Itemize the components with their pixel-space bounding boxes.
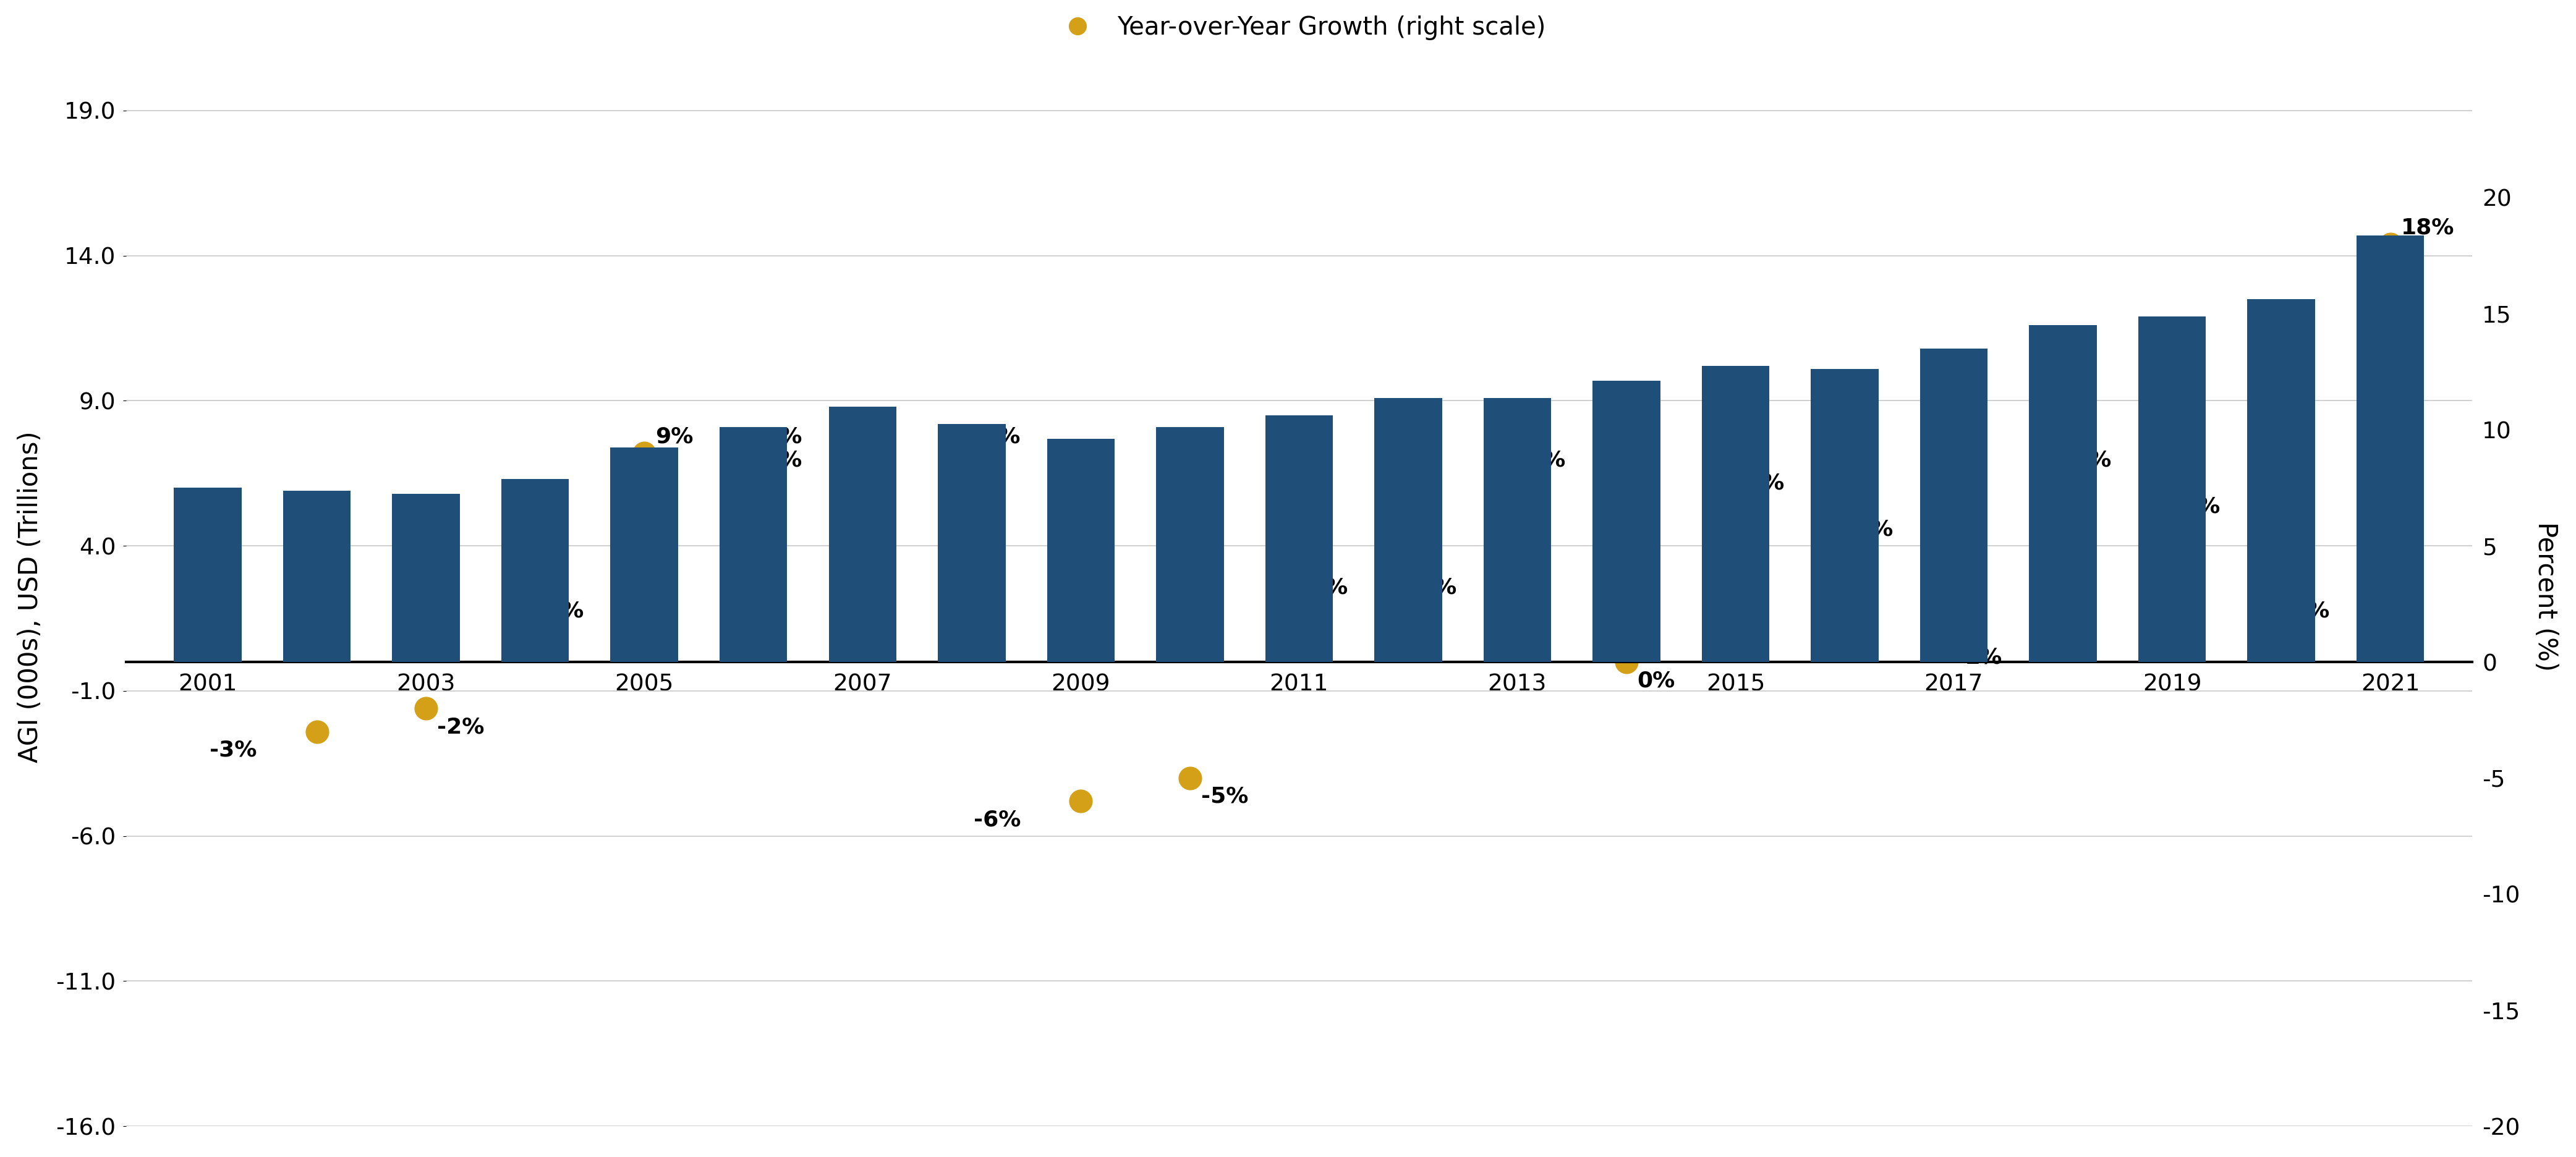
- Point: [2262, 583, 2303, 602]
- Bar: [2030, 325, 2097, 662]
- Point: [732, 444, 773, 463]
- Bar: [502, 479, 569, 662]
- Bar: [1157, 427, 1224, 662]
- Bar: [1703, 366, 1770, 662]
- Text: 6%: 6%: [2182, 496, 2221, 517]
- Point: [2043, 467, 2084, 486]
- Text: 8%: 8%: [765, 449, 804, 471]
- Point: [2370, 235, 2411, 253]
- Bar: [611, 448, 677, 662]
- Bar: [1592, 381, 1662, 662]
- Text: 9%: 9%: [654, 426, 693, 448]
- Point: [296, 722, 337, 740]
- Bar: [938, 423, 1005, 662]
- Bar: [1046, 439, 1115, 662]
- Text: -3%: -3%: [209, 739, 258, 760]
- Text: 3%: 3%: [546, 600, 585, 621]
- Text: -2%: -2%: [438, 716, 484, 737]
- Text: 3%: 3%: [2293, 600, 2329, 621]
- Point: [623, 444, 665, 463]
- Bar: [1484, 398, 1551, 662]
- Point: [2151, 514, 2192, 532]
- Point: [1932, 629, 1973, 648]
- Point: [1497, 467, 1538, 486]
- Bar: [392, 494, 461, 662]
- Bar: [175, 488, 242, 662]
- Text: 9%: 9%: [981, 426, 1020, 448]
- Bar: [283, 491, 350, 662]
- Point: [1388, 560, 1430, 578]
- Text: 4%: 4%: [1311, 577, 1347, 598]
- Legend: Year-over-Year Growth (right scale): Year-over-Year Growth (right scale): [1043, 6, 1556, 50]
- Bar: [1265, 415, 1332, 662]
- Text: 8%: 8%: [1528, 449, 1566, 471]
- Point: [515, 583, 556, 602]
- Point: [1605, 653, 1646, 671]
- Point: [1716, 491, 1757, 509]
- Text: 18%: 18%: [2401, 218, 2455, 238]
- Point: [1824, 537, 1865, 555]
- Point: [951, 444, 992, 463]
- Bar: [719, 427, 788, 662]
- Bar: [1811, 369, 1878, 662]
- Y-axis label: AGI (000s), USD (Trillions): AGI (000s), USD (Trillions): [18, 430, 44, 762]
- Bar: [1919, 348, 1989, 662]
- Text: 5%: 5%: [1855, 519, 1893, 540]
- Y-axis label: Percent (%): Percent (%): [2532, 522, 2558, 671]
- Point: [1278, 560, 1319, 578]
- Text: -6%: -6%: [974, 809, 1020, 831]
- Text: 9%: 9%: [765, 426, 801, 448]
- Point: [1170, 768, 1211, 787]
- Text: 8%: 8%: [2074, 449, 2112, 471]
- Text: -5%: -5%: [1200, 786, 1247, 808]
- Text: 1%: 1%: [1965, 647, 2002, 668]
- Text: 0%: 0%: [1638, 670, 1674, 691]
- Bar: [2138, 317, 2205, 662]
- Text: 4%: 4%: [1419, 577, 1458, 598]
- Bar: [2246, 300, 2316, 662]
- Text: 7%: 7%: [1747, 473, 1785, 494]
- Bar: [1376, 398, 1443, 662]
- Bar: [2357, 235, 2424, 662]
- Point: [404, 699, 446, 717]
- Bar: [829, 406, 896, 662]
- Point: [1061, 793, 1103, 811]
- Point: [842, 467, 884, 486]
